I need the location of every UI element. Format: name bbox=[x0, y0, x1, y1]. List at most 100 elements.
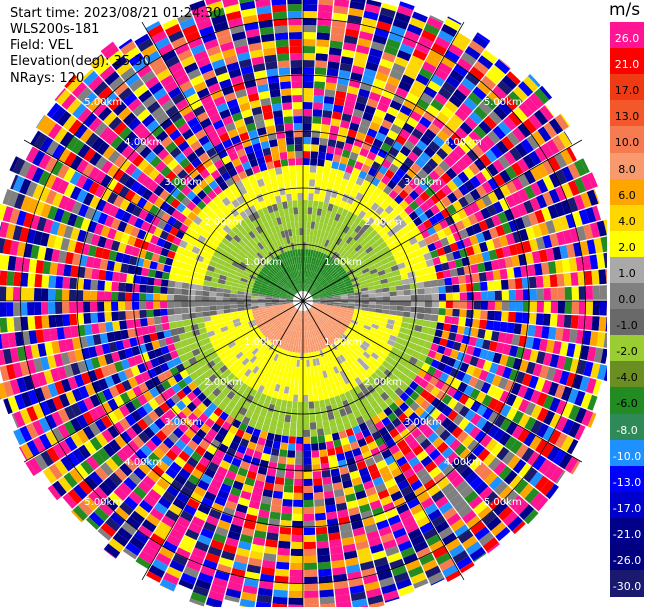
noise-gate bbox=[115, 140, 129, 154]
noise-gate bbox=[52, 395, 64, 411]
noise-gate bbox=[272, 4, 287, 13]
noise-gate bbox=[128, 255, 138, 266]
noise-gate bbox=[48, 123, 62, 140]
noise-gate bbox=[552, 135, 566, 152]
noise-gate bbox=[206, 147, 217, 158]
noise-gate bbox=[428, 215, 439, 226]
noise-gate bbox=[217, 519, 231, 531]
noise-gate bbox=[261, 566, 275, 576]
noise-gate bbox=[294, 471, 303, 480]
noise-gate bbox=[181, 534, 197, 547]
noise-gate bbox=[464, 192, 475, 205]
noise-gate bbox=[508, 474, 523, 490]
noise-gate bbox=[336, 601, 352, 607]
noise-gate bbox=[218, 557, 234, 568]
velocity-gate bbox=[307, 387, 313, 395]
noise-gate bbox=[469, 457, 483, 471]
noise-gate bbox=[323, 103, 334, 112]
noise-gate bbox=[447, 260, 457, 270]
noise-gate bbox=[241, 109, 253, 119]
velocity-gate bbox=[409, 283, 418, 290]
noise-gate bbox=[449, 493, 464, 507]
noise-gate bbox=[42, 328, 52, 342]
velocity-gate bbox=[190, 271, 199, 279]
noise-gate bbox=[459, 301, 467, 309]
noise-gate bbox=[361, 164, 371, 174]
noise-gate bbox=[535, 275, 544, 288]
noise-gate bbox=[540, 143, 554, 159]
noise-gate bbox=[485, 350, 496, 362]
noise-gate bbox=[124, 292, 133, 301]
velocity-gate bbox=[312, 200, 319, 209]
noise-gate bbox=[364, 173, 374, 183]
noise-gate bbox=[170, 198, 181, 209]
noise-gate bbox=[175, 191, 186, 203]
noise-gate bbox=[152, 483, 166, 496]
noise-gate bbox=[426, 158, 439, 170]
noise-gate bbox=[203, 100, 216, 112]
noise-gate bbox=[524, 487, 540, 504]
velocity-gate bbox=[368, 304, 376, 309]
noise-gate bbox=[87, 369, 98, 383]
noise-gate bbox=[572, 374, 584, 390]
noise-gate bbox=[328, 47, 342, 56]
noise-gate bbox=[252, 536, 266, 546]
noise-gate bbox=[255, 120, 266, 130]
noise-gate bbox=[237, 95, 249, 106]
velocity-gate bbox=[237, 304, 245, 308]
velocity-gate bbox=[202, 306, 210, 312]
noise-gate bbox=[67, 376, 78, 390]
noise-gate bbox=[457, 57, 473, 72]
velocity-gate bbox=[270, 419, 278, 428]
noise-gate bbox=[484, 261, 493, 272]
noise-gate bbox=[386, 76, 401, 87]
noise-gate bbox=[151, 253, 161, 263]
noise-gate bbox=[310, 158, 318, 166]
noise-gate bbox=[392, 93, 406, 105]
noise-gate bbox=[361, 75, 375, 85]
noise-gate bbox=[410, 479, 423, 492]
noise-gate bbox=[487, 191, 499, 204]
noise-gate bbox=[148, 204, 160, 216]
noise-gate bbox=[129, 337, 138, 348]
noise-gate bbox=[486, 516, 502, 531]
noise-gate bbox=[375, 482, 387, 493]
noise-gate bbox=[196, 111, 209, 123]
velocity-gate bbox=[394, 280, 403, 286]
noise-gate bbox=[420, 92, 434, 105]
noise-gate bbox=[356, 154, 367, 164]
noise-gate bbox=[473, 125, 487, 139]
noise-gate bbox=[138, 462, 152, 475]
noise-gate bbox=[482, 452, 496, 467]
noise-gate bbox=[432, 135, 445, 148]
noise-gate bbox=[237, 51, 251, 62]
noise-gate bbox=[548, 382, 559, 397]
noise-gate bbox=[422, 219, 433, 229]
noise-gate bbox=[214, 142, 225, 153]
noise-gate bbox=[399, 145, 412, 157]
noise-gate bbox=[94, 466, 109, 481]
noise-gate bbox=[57, 147, 71, 163]
noise-gate bbox=[481, 49, 498, 64]
noise-gate bbox=[497, 121, 512, 136]
noise-gate bbox=[168, 30, 184, 43]
noise-gate bbox=[282, 499, 293, 507]
noise-gate bbox=[182, 174, 193, 185]
noise-gate bbox=[419, 151, 431, 163]
noise-gate bbox=[143, 360, 154, 371]
noise-gate bbox=[169, 146, 182, 159]
noise-gate bbox=[7, 255, 17, 271]
noise-gate bbox=[450, 132, 463, 145]
noise-gate bbox=[511, 425, 524, 439]
noise-gate bbox=[463, 97, 478, 111]
noise-gate bbox=[290, 67, 302, 75]
noise-gate bbox=[327, 139, 337, 148]
noise-gate bbox=[114, 361, 124, 373]
noise-gate bbox=[211, 455, 223, 466]
noise-gate bbox=[534, 88, 550, 105]
noise-gate bbox=[399, 199, 409, 210]
noise-gate bbox=[279, 151, 288, 160]
noise-gate bbox=[338, 69, 351, 79]
noise-gate bbox=[104, 311, 113, 322]
noise-gate bbox=[456, 325, 465, 335]
